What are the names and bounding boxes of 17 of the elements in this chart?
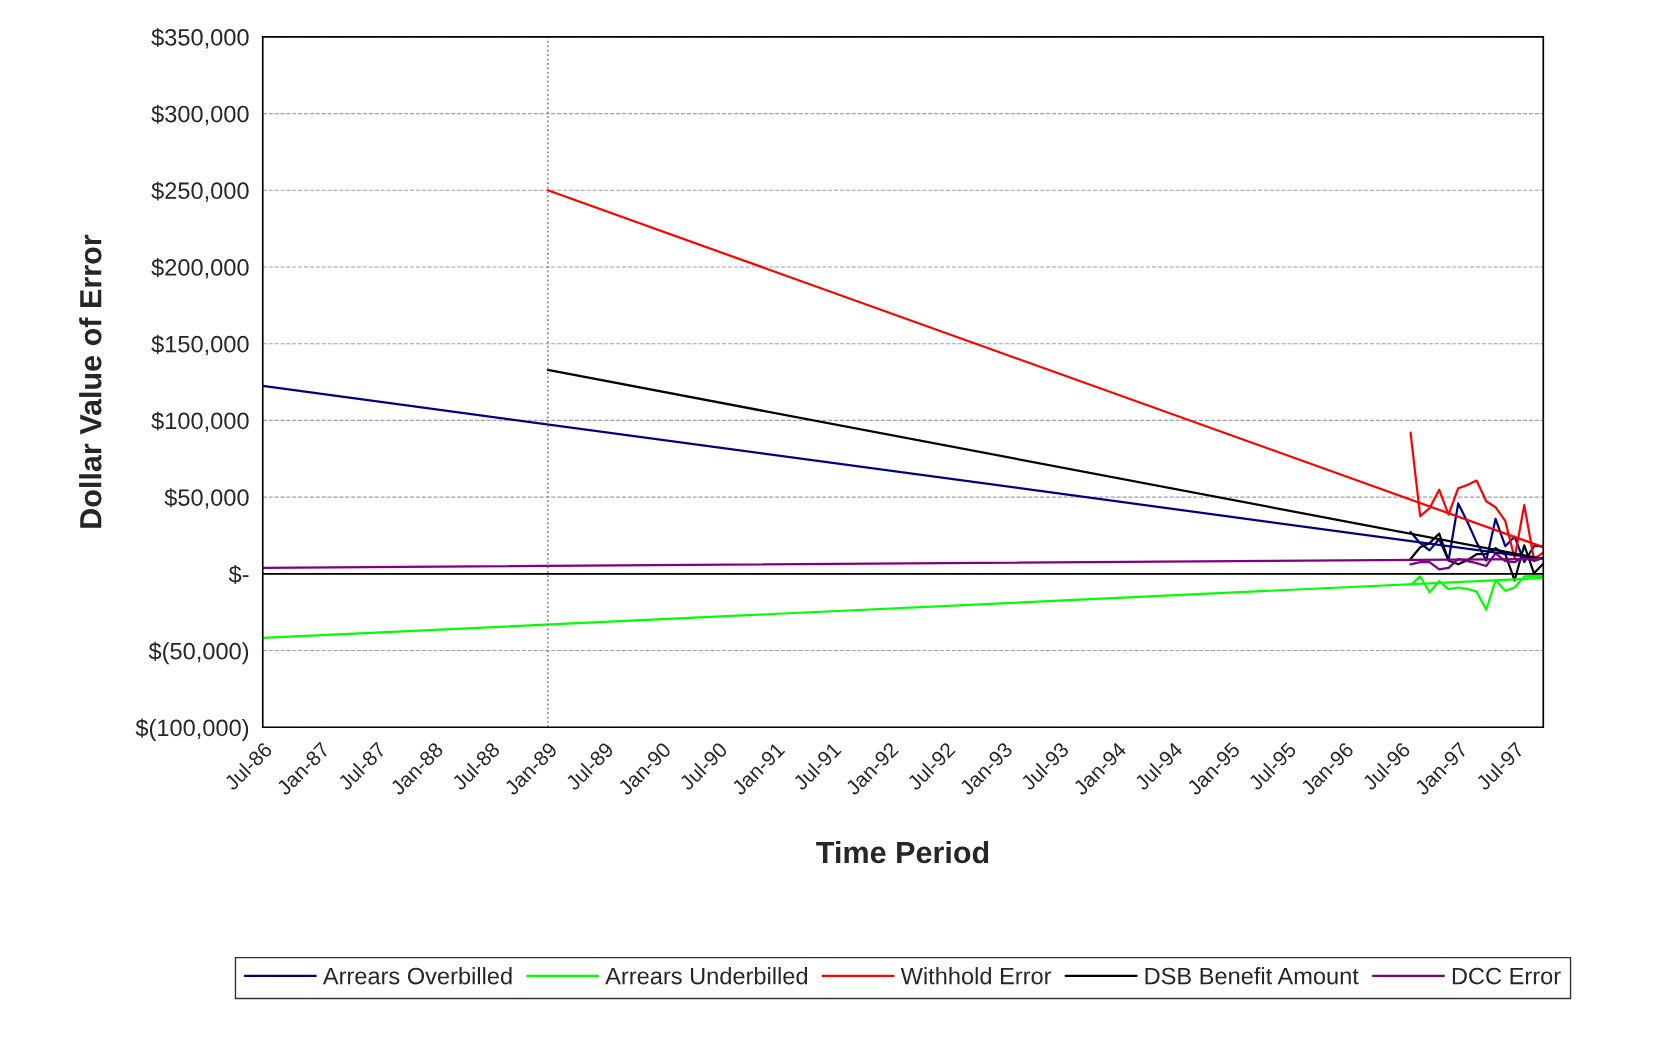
- y-tick-label: $(50,000): [148, 641, 249, 665]
- legend-label: DSB Benefit Amount: [1145, 967, 1359, 985]
- y-tick-label: $-: [228, 564, 249, 585]
- y-tick-label: $300,000: [151, 104, 249, 126]
- y-tick-label: $50,000: [164, 488, 249, 509]
- y-tick-label: $100,000: [151, 411, 249, 433]
- y-tick-label: $250,000: [151, 181, 249, 202]
- y-axis-title: Dollar Value of Error: [79, 234, 102, 528]
- legend-label: Withhold Error: [900, 967, 1052, 985]
- y-tick-label: $150,000: [151, 334, 249, 356]
- legend-label: DCC Error: [1452, 967, 1561, 985]
- legend-label: Arrears Underbilled: [605, 967, 808, 985]
- legend-label: Arrears Overbilled: [322, 967, 512, 985]
- y-tick-label: $200,000: [151, 258, 249, 279]
- y-tick-label: $(100,000): [135, 718, 249, 741]
- y-tick-label: $350,000: [151, 27, 249, 49]
- x-axis-title: Time Period: [816, 840, 989, 864]
